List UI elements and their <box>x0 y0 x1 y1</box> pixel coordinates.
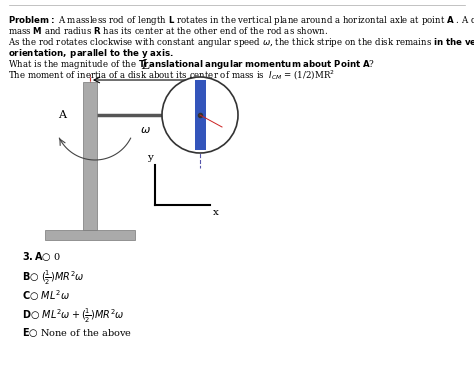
Text: $\mathbf{orientation,\ parallel\ to\ the\ y\ axis.}$: $\mathbf{orientation,\ parallel\ to\ the… <box>8 47 173 60</box>
Circle shape <box>162 77 238 153</box>
Text: y: y <box>147 153 153 162</box>
Text: $\mathbf{Problem:}$ A massless rod of length $\mathbf{L}$ rotates in the vertica: $\mathbf{Problem:}$ A massless rod of le… <box>8 14 474 27</box>
Text: x: x <box>213 208 219 217</box>
Text: What is the magnitude of the $\mathbf{Translational\ angular\ momentum\ about\ P: What is the magnitude of the $\mathbf{Tr… <box>8 58 375 71</box>
Text: $\omega$: $\omega$ <box>140 125 151 135</box>
Text: The moment of inertia of a disk about its center of mass is  $I_{CM}$ = (1/2)MR$: The moment of inertia of a disk about it… <box>8 69 335 82</box>
Bar <box>195 80 206 150</box>
Text: $\mathbf{3.A}$$\bigcirc$ 0: $\mathbf{3.A}$$\bigcirc$ 0 <box>22 250 61 263</box>
Text: $\mathbf{B}$$\bigcirc$ $(\frac{1}{2})MR^2\omega$: $\mathbf{B}$$\bigcirc$ $(\frac{1}{2})MR^… <box>22 269 84 287</box>
Text: M: M <box>206 87 216 96</box>
Text: A: A <box>58 110 66 120</box>
Text: R: R <box>218 120 225 129</box>
Bar <box>83 82 97 230</box>
Bar <box>45 230 135 240</box>
Text: $\mathbf{C}$$\bigcirc$ $ML^2\omega$: $\mathbf{C}$$\bigcirc$ $ML^2\omega$ <box>22 288 70 303</box>
Text: $\mathbf{E}$$\bigcirc$ None of the above: $\mathbf{E}$$\bigcirc$ None of the above <box>22 326 132 339</box>
Text: As the rod rotates clockwise with constant angular speed $\omega$, the thick str: As the rod rotates clockwise with consta… <box>8 36 474 49</box>
Text: L: L <box>141 59 149 72</box>
Text: mass $\mathbf{M}$ and radius $\mathbf{R}$ has its center at the other end of the: mass $\mathbf{M}$ and radius $\mathbf{R}… <box>8 25 328 36</box>
Text: $\mathbf{D}$$\bigcirc$ $ML^2\omega + (\frac{1}{2})MR^2\omega$: $\mathbf{D}$$\bigcirc$ $ML^2\omega + (\f… <box>22 307 125 325</box>
